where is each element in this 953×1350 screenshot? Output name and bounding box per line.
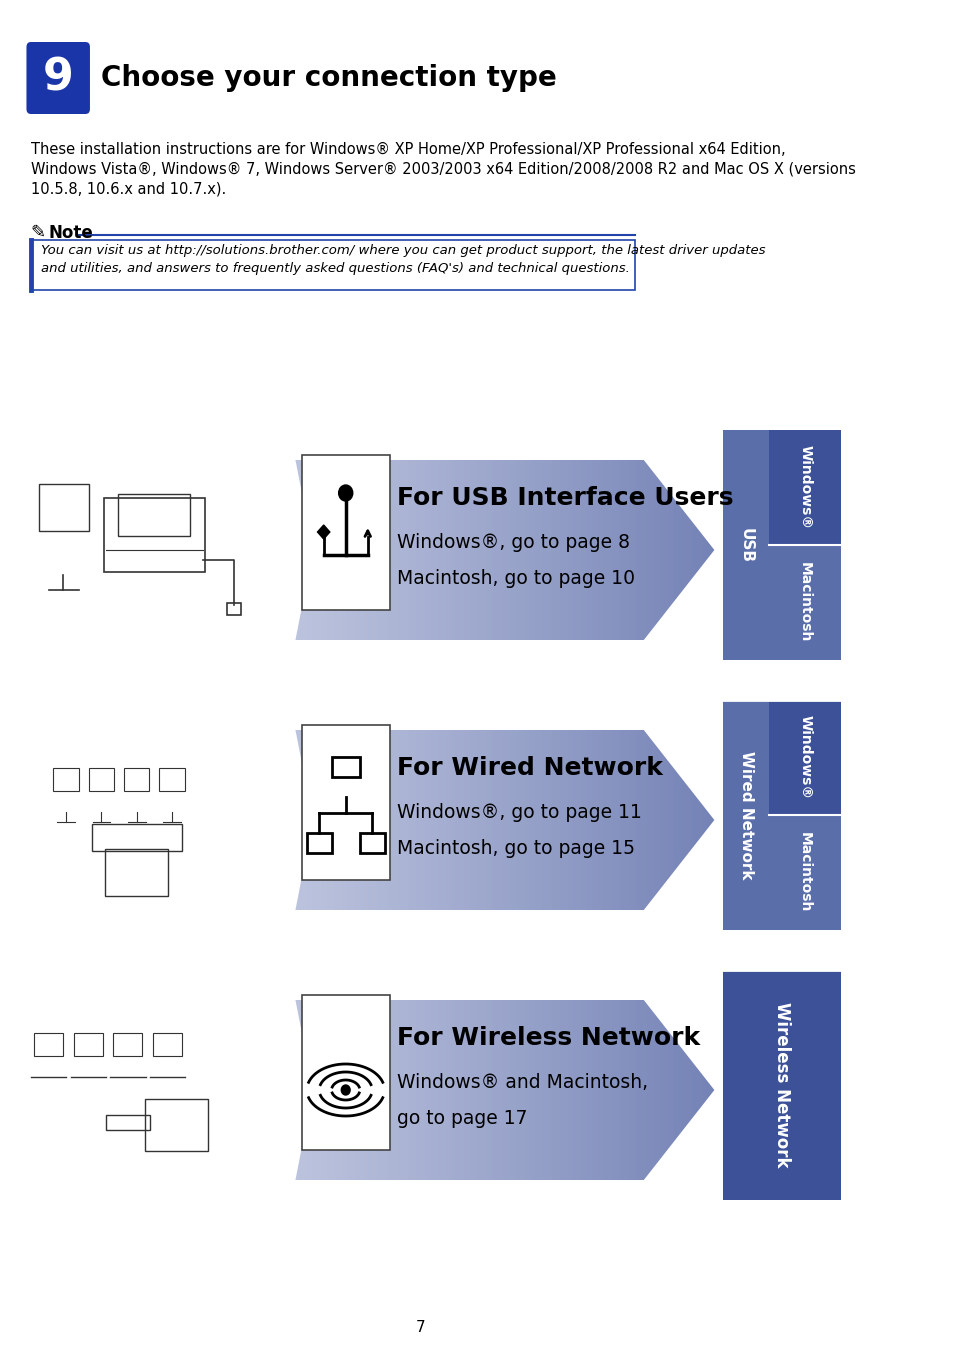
Text: For Wireless Network: For Wireless Network	[396, 1026, 700, 1050]
Text: Windows®, go to page 8: Windows®, go to page 8	[396, 532, 629, 552]
FancyBboxPatch shape	[27, 42, 90, 113]
Text: go to page 17: go to page 17	[396, 1108, 527, 1127]
Bar	[768, 815, 841, 930]
Text: Macintosh: Macintosh	[798, 833, 811, 913]
Bar	[106, 1115, 150, 1130]
Polygon shape	[317, 525, 330, 539]
Text: USB: USB	[738, 528, 753, 563]
Bar	[722, 431, 768, 660]
Text: Windows Vista®, Windows® 7, Windows Server® 2003/2003 x64 Edition/2008/2008 R2 a: Windows Vista®, Windows® 7, Windows Serv…	[30, 162, 855, 177]
Text: Macintosh, go to page 15: Macintosh, go to page 15	[396, 838, 634, 857]
FancyBboxPatch shape	[301, 995, 390, 1150]
Text: Windows® and Macintosh,: Windows® and Macintosh,	[396, 1072, 647, 1092]
Bar	[359, 833, 384, 853]
Text: 7: 7	[416, 1320, 425, 1335]
FancyBboxPatch shape	[30, 240, 635, 290]
Text: Windows®: Windows®	[798, 446, 811, 529]
Text: 10.5.8, 10.6.x and 10.7.x).: 10.5.8, 10.6.x and 10.7.x).	[30, 182, 226, 197]
Text: For Wired Network: For Wired Network	[396, 756, 662, 780]
FancyBboxPatch shape	[301, 455, 390, 610]
Text: and utilities, and answers to frequently asked questions (FAQ's) and technical q: and utilities, and answers to frequently…	[41, 262, 630, 275]
Text: Choose your connection type: Choose your connection type	[101, 63, 557, 92]
Circle shape	[341, 1085, 350, 1095]
Text: ✎: ✎	[30, 224, 46, 242]
Bar	[307, 833, 332, 853]
Text: These installation instructions are for Windows® XP Home/XP Professional/XP Prof: These installation instructions are for …	[30, 142, 784, 157]
Text: 9: 9	[43, 57, 73, 100]
Circle shape	[338, 485, 353, 501]
Bar	[768, 545, 841, 660]
Bar	[722, 971, 841, 1200]
Text: You can visit us at http://solutions.brother.com/ where you can get product supp: You can visit us at http://solutions.bro…	[41, 244, 765, 256]
Text: Windows®: Windows®	[798, 716, 811, 799]
Text: Windows®, go to page 11: Windows®, go to page 11	[396, 802, 641, 822]
Text: Wireless Network: Wireless Network	[773, 1002, 790, 1168]
Text: Note: Note	[49, 224, 93, 242]
Text: Wired Network: Wired Network	[738, 751, 753, 879]
Bar	[722, 701, 768, 930]
Bar	[768, 701, 841, 815]
Bar	[768, 431, 841, 545]
Text: Macintosh, go to page 10: Macintosh, go to page 10	[396, 568, 634, 587]
FancyBboxPatch shape	[301, 725, 390, 880]
Text: For USB Interface Users: For USB Interface Users	[396, 486, 733, 510]
Bar	[227, 603, 240, 616]
Bar	[332, 757, 359, 778]
Text: Macintosh: Macintosh	[798, 563, 811, 643]
